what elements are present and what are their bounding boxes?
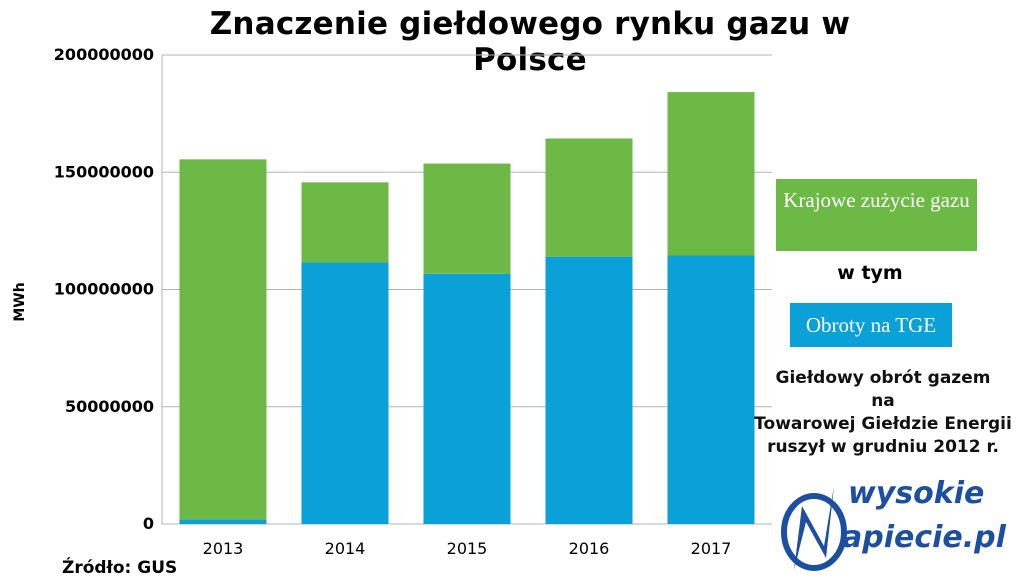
legend-consumption: Krajowe zużycie gazu: [776, 179, 977, 251]
y-tick-label: 0: [143, 514, 154, 533]
note-line: ruszył w grudniu 2012 r.: [767, 437, 999, 457]
source-note: Źródło: GUS: [62, 558, 178, 578]
note-line: Giełdowy obrót gazem: [775, 368, 991, 388]
y-tick-label: 50000000: [65, 397, 154, 416]
logo-text-top: wysokie: [848, 476, 985, 511]
legend-connector: w tym: [837, 262, 903, 284]
bar-consumption: [179, 159, 267, 520]
y-tick-label: 100000000: [54, 280, 154, 299]
logo-icon: [781, 486, 847, 571]
x-tick-label: 2017: [691, 539, 732, 558]
legend-tge-label: Obroty na TGE: [805, 313, 937, 337]
y-tick-label: 150000000: [54, 162, 154, 181]
bar-consumption: [301, 182, 389, 263]
bar-tge: [179, 519, 267, 524]
bar-tge: [667, 255, 755, 524]
x-tick-label: 2015: [447, 539, 488, 558]
y-axis-label: MWh: [12, 282, 28, 321]
bar-tge: [545, 256, 633, 524]
chart-title: Znaczenie giełdowego rynku gazu w Polsce: [209, 6, 851, 78]
bar-consumption: [423, 163, 511, 274]
x-tick-label: 2016: [569, 539, 610, 558]
chart-note: Giełdowy obrót gazem na Towarowej Giełdz…: [748, 367, 1018, 459]
note-line: na: [871, 391, 895, 411]
note-line: Towarowej Giełdzie Energii: [754, 414, 1012, 434]
bar-consumption: [667, 92, 755, 256]
bar-consumption: [545, 138, 633, 257]
y-tick-label: 200000000: [54, 45, 154, 64]
logo-text-bottom: apiecie.pl: [842, 520, 1006, 555]
bar-tge: [423, 273, 511, 524]
legend-consumption-label: Krajowe zużycie gazu: [783, 188, 970, 212]
legend-tge: Obroty na TGE: [790, 303, 952, 347]
x-tick-label: 2013: [203, 539, 244, 558]
bar-tge: [301, 262, 389, 524]
x-tick-label: 2014: [325, 539, 366, 558]
